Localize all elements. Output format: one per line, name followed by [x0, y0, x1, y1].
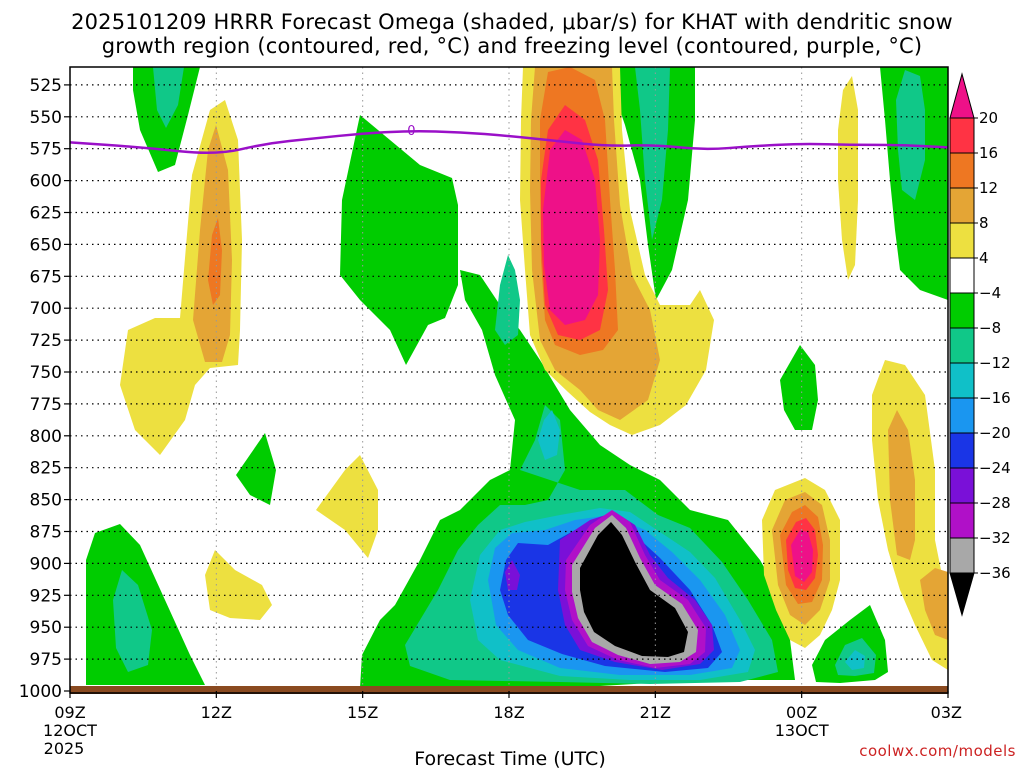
- colorbar-tick-label: 8: [979, 214, 989, 232]
- omega-region-green-00z: [780, 345, 818, 430]
- y-tick-label-725: 725: [30, 331, 62, 351]
- freezing-level-contour-label: 0: [407, 124, 415, 139]
- colorbar-swatch-lt_m36: [949, 572, 975, 617]
- omega-region-orange-12z: [208, 218, 222, 305]
- colorbar-swatch-m36_m32: [949, 537, 975, 574]
- y-tick-label-625: 625: [30, 204, 62, 224]
- colorbar-tick-label: −4: [979, 284, 1001, 302]
- colorbar: 20 16 12 8 4 −4 −8 −12 −16 −20 −24 −28 −32 −36: [949, 72, 1011, 617]
- x-tick-label-15Z: 15Z: [347, 703, 378, 722]
- y-tick-label-650: 650: [30, 235, 62, 255]
- omega-region-left-teal: [113, 570, 152, 672]
- omega-region-green-13z: [236, 433, 276, 505]
- x-tick-date-00Z: 13OCT: [775, 721, 829, 740]
- omega-region-teal-02z-top: [896, 70, 925, 200]
- omega-region-teal-20z-top: [635, 67, 670, 240]
- colorbar-tick-label: −36: [979, 564, 1011, 582]
- x-tick-label-18Z: 18Z: [493, 703, 524, 722]
- colorbar-tick-label: 20: [979, 109, 998, 127]
- colorbar-swatch-16_20: [949, 117, 975, 154]
- omega-region-cyan-19z: [538, 410, 560, 460]
- colorbar-swatch-m16_m12: [949, 362, 975, 399]
- plot-area: 0: [70, 67, 948, 691]
- x-tick-label-09Z: 09Z: [54, 703, 85, 722]
- colorbar-tick-label: 4: [979, 249, 989, 267]
- y-tick-label-925: 925: [30, 586, 62, 606]
- omega-region-cyan-01z-low: [845, 650, 865, 670]
- colorbar-tick-label: −32: [979, 529, 1011, 547]
- colorbar-swatch-m28_m24: [949, 467, 975, 504]
- omega-region-yellow-01z: [838, 76, 858, 280]
- colorbar-tick-label: −20: [979, 424, 1011, 442]
- y-tick-label-525: 525: [30, 76, 62, 96]
- y-axis: 525 550 575 600 625 650 675 700 725 750 775 800 825 8…: [19, 76, 70, 702]
- x-tick-date-09Z: 12OCT: [43, 721, 97, 740]
- omega-region-teal-18z: [495, 255, 520, 345]
- y-tick-label-700: 700: [30, 299, 62, 319]
- colorbar-swatch-8_12: [949, 187, 975, 224]
- omega-region-yellow-12z-low: [205, 550, 272, 620]
- y-tick-label-675: 675: [30, 267, 62, 287]
- x-axis-title: Forecast Time (UTC): [414, 748, 605, 768]
- colorbar-swatch-m8_m4: [949, 292, 975, 329]
- y-tick-label-900: 900: [30, 554, 62, 574]
- y-tick-label-750: 750: [30, 363, 62, 383]
- y-tick-label-850: 850: [30, 491, 62, 511]
- x-tick-label-21Z: 21Z: [640, 703, 671, 722]
- y-tick-label-800: 800: [30, 427, 62, 447]
- colorbar-swatch-12_16: [949, 152, 975, 189]
- colorbar-tick-label: 16: [979, 144, 998, 162]
- omega-region-amber-02z-right: [920, 568, 948, 640]
- colorbar-tick-label: −8: [979, 319, 1001, 337]
- x-tick-label-12Z: 12Z: [201, 703, 232, 722]
- omega-region-magenta-00z: [791, 530, 813, 582]
- colorbar-swatch-m32_m28: [949, 502, 975, 539]
- dotted-grid: [70, 67, 948, 691]
- colorbar-swatch-m24_m20: [949, 432, 975, 469]
- y-tick-label-550: 550: [30, 108, 62, 128]
- colorbar-tick-label: −12: [979, 354, 1011, 372]
- y-tick-label-575: 575: [30, 140, 62, 160]
- colorbar-swatch-m20_m16: [949, 397, 975, 434]
- colorbar-swatch-4_8: [949, 222, 975, 259]
- chart-title-line-1: 2025101209 HRRR Forecast Omega (shaded, …: [71, 10, 953, 34]
- omega-region-left-green: [86, 524, 205, 685]
- colorbar-tick-label: −16: [979, 389, 1011, 407]
- freezing-level-line: [70, 130, 948, 155]
- omega-region-top-left-teal: [153, 67, 184, 128]
- colorbar-swatch-m12_m8: [949, 327, 975, 364]
- y-tick-label-775: 775: [30, 395, 62, 415]
- ground-strip: [70, 686, 948, 694]
- y-tick-label-950: 950: [30, 618, 62, 638]
- colorbar-tick-label: −28: [979, 494, 1011, 512]
- y-tick-label-975: 975: [30, 650, 62, 670]
- x-tick-label-03Z: 03Z: [931, 703, 962, 722]
- colorbar-tick-label: 12: [979, 179, 998, 197]
- x-tick-year-09Z: 2025: [44, 739, 85, 758]
- y-tick-label-875: 875: [30, 523, 62, 543]
- colorbar-swatch-m4_4: [949, 257, 975, 294]
- credit-text: coolwx.com/models: [859, 742, 1016, 760]
- y-tick-label-1000: 1000: [19, 682, 62, 702]
- omega-region-green-16z: [340, 115, 458, 365]
- x-tick-label-00Z: 00Z: [786, 703, 817, 722]
- chart-title-line-2: growth region (contoured, red, °C) and f…: [101, 34, 923, 58]
- y-tick-label-825: 825: [30, 459, 62, 479]
- omega-region-magenta-20z: [543, 130, 600, 325]
- colorbar-tick-label: −24: [979, 459, 1011, 477]
- omega-region-black-core: [580, 522, 688, 657]
- y-tick-label-600: 600: [30, 172, 62, 192]
- colorbar-swatch-gt20: [949, 72, 975, 119]
- omega-region-amber-02z: [888, 410, 915, 560]
